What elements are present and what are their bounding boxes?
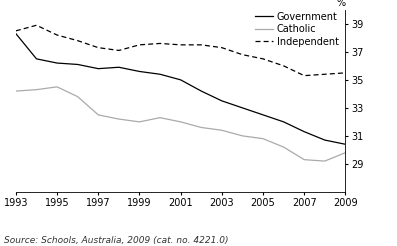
Independent (260, 57, 265, 60)
Catholic (220, 129, 224, 132)
Government (55, 62, 60, 64)
Government (137, 70, 142, 73)
Government (281, 120, 286, 123)
Independent (343, 71, 348, 74)
Catholic (116, 118, 121, 121)
Catholic (281, 146, 286, 149)
Government (302, 130, 306, 133)
Government (116, 66, 121, 69)
Government (178, 78, 183, 81)
Government (199, 90, 204, 92)
Catholic (199, 126, 204, 129)
Catholic (240, 134, 245, 137)
Independent (240, 53, 245, 56)
Government (240, 106, 245, 109)
Catholic (322, 160, 327, 163)
Independent (96, 46, 100, 49)
Independent (158, 42, 162, 45)
Government (158, 73, 162, 76)
Government (322, 138, 327, 141)
Government (220, 99, 224, 102)
Catholic (343, 151, 348, 154)
Government (13, 32, 18, 35)
Government (260, 113, 265, 116)
Independent (178, 43, 183, 46)
Catholic (75, 95, 80, 98)
Independent (302, 74, 306, 77)
Catholic (55, 85, 60, 88)
Independent (75, 39, 80, 42)
Government (343, 143, 348, 146)
Catholic (137, 120, 142, 123)
Text: Source: Schools, Australia, 2009 (cat. no. 4221.0): Source: Schools, Australia, 2009 (cat. n… (4, 236, 228, 245)
Line: Independent: Independent (16, 25, 345, 76)
Independent (137, 43, 142, 46)
Independent (116, 49, 121, 52)
Catholic (178, 120, 183, 123)
Catholic (158, 116, 162, 119)
Text: %: % (336, 0, 345, 8)
Legend: Government, Catholic, Independent: Government, Catholic, Independent (255, 12, 339, 46)
Government (75, 63, 80, 66)
Catholic (260, 137, 265, 140)
Catholic (13, 90, 18, 92)
Line: Government: Government (16, 34, 345, 144)
Government (96, 67, 100, 70)
Catholic (96, 113, 100, 116)
Independent (220, 46, 224, 49)
Independent (281, 64, 286, 67)
Independent (322, 73, 327, 76)
Catholic (34, 88, 39, 91)
Independent (13, 29, 18, 32)
Government (34, 57, 39, 60)
Line: Catholic: Catholic (16, 87, 345, 161)
Independent (34, 24, 39, 27)
Catholic (302, 158, 306, 161)
Independent (199, 43, 204, 46)
Independent (55, 33, 60, 36)
